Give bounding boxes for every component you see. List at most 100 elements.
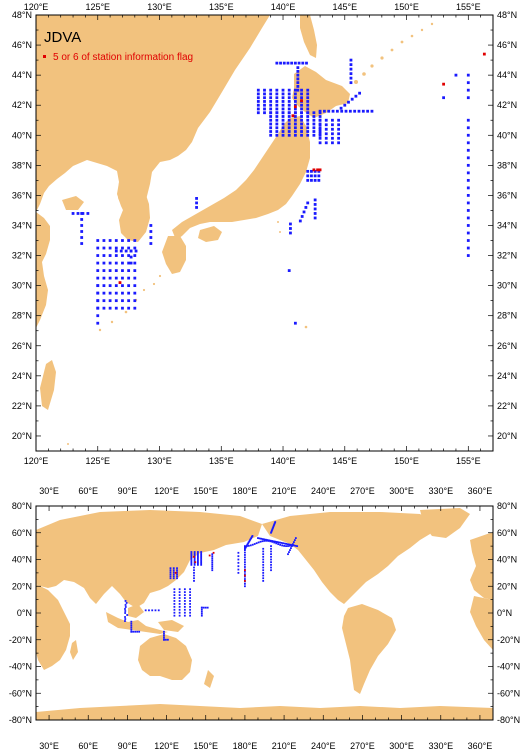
station-dot <box>467 74 470 77</box>
station-dot <box>337 141 340 144</box>
top-lon-label: 135°E <box>209 2 234 12</box>
station-dot <box>306 179 309 182</box>
station-dot <box>331 123 334 126</box>
station-dot <box>289 223 292 226</box>
station-dot <box>294 130 297 133</box>
global-station-dot <box>262 548 264 550</box>
global-station-dot <box>130 631 132 633</box>
station-dot <box>121 262 124 265</box>
station-dot <box>96 299 99 302</box>
station-dot <box>282 134 285 137</box>
global-station-dot <box>176 575 178 577</box>
station-dot <box>127 239 130 242</box>
global-station-dot <box>283 545 285 547</box>
global-station-dot <box>277 543 279 545</box>
global-station-dot <box>294 539 296 541</box>
station-dot <box>331 132 334 135</box>
global-station-dot <box>290 547 292 549</box>
station-dot <box>103 269 106 272</box>
station-dot <box>109 277 112 280</box>
global-station-dot <box>179 588 181 590</box>
global-station-dot <box>130 621 132 623</box>
global-station-dot <box>244 566 246 568</box>
station-dot <box>301 215 304 218</box>
station-dot <box>319 115 322 118</box>
top-lat-label: 36°N <box>497 190 517 200</box>
global-station-dot <box>167 639 169 641</box>
station-dot <box>96 269 99 272</box>
station-dot <box>109 247 112 250</box>
top-lat-label: 22°N <box>12 401 32 411</box>
global-station-dot <box>174 594 176 596</box>
global-station-dot <box>244 583 246 585</box>
station-dot <box>300 134 303 137</box>
station-dot <box>257 100 260 103</box>
bottom-lon-label: 210°E <box>272 486 297 496</box>
top-lat-label: 20°N <box>12 431 32 441</box>
top-lat-labels-left: 48°N46°N44°N42°N40°N38°N36°N34°N32°N30°N… <box>12 10 32 441</box>
map-title: JDVA <box>44 29 81 46</box>
station-dot <box>263 100 266 103</box>
station-dot <box>288 100 291 103</box>
station-dot <box>282 93 285 96</box>
flagged-station-dot <box>442 83 445 86</box>
station-dot <box>288 126 291 129</box>
global-station-dot <box>197 562 199 564</box>
global-station-dot <box>293 541 295 543</box>
bottom-lon-label: 60°E <box>78 741 98 751</box>
station-dot <box>149 230 152 233</box>
global-station-dot <box>292 543 294 545</box>
station-dot <box>294 62 297 65</box>
global-station-dot <box>211 555 213 557</box>
global-station-dot <box>125 600 127 602</box>
global-station-dot <box>176 567 178 569</box>
global-station-dot <box>190 562 192 564</box>
global-station-dot <box>284 543 286 545</box>
global-station-dot <box>295 537 297 539</box>
top-lat-label: 40°N <box>497 130 517 140</box>
station-dot <box>149 236 152 239</box>
global-station-dot <box>132 631 134 633</box>
station-dot <box>300 123 303 126</box>
bottom-lat-label: -40°N <box>497 662 520 672</box>
global-station-dot <box>125 604 127 606</box>
global-station-dot <box>244 559 246 561</box>
station-dot <box>300 111 303 114</box>
global-station-dot <box>211 567 213 569</box>
top-lat-label: 40°N <box>12 130 32 140</box>
top-lat-label: 44°N <box>12 70 32 80</box>
top-lon-labels-upper: 120°E 125°E 130°E 135°E 140°E 145°E 150°E 155°E <box>24 2 481 12</box>
station-dot <box>282 130 285 133</box>
global-station-dot <box>194 559 196 561</box>
global-station-dot <box>265 539 267 541</box>
station-dot <box>282 104 285 107</box>
global-station-dot <box>179 591 181 593</box>
station-dot <box>349 110 352 113</box>
station-dot <box>80 236 83 239</box>
global-station-dot <box>279 542 281 544</box>
global-station-dot <box>124 612 126 614</box>
top-lat-label: 46°N <box>12 40 32 50</box>
station-dot <box>467 254 470 257</box>
station-dot <box>310 179 313 182</box>
global-station-dot <box>244 549 246 551</box>
global-station-dot <box>252 535 254 537</box>
bottom-lat-label: 20°N <box>12 581 32 591</box>
global-station-dot <box>193 569 195 571</box>
global-station-dot <box>163 637 165 639</box>
station-dot <box>467 81 470 84</box>
global-station-dot <box>138 631 140 633</box>
global-station-dot <box>163 633 165 635</box>
station-dot <box>362 110 365 113</box>
global-station-dot <box>163 635 165 637</box>
station-dot <box>306 100 309 103</box>
global-station-dot <box>296 545 298 547</box>
global-station-dot <box>179 612 181 614</box>
global-station-dot <box>190 561 192 563</box>
station-dot <box>327 110 330 113</box>
bottom-lat-label: -60°N <box>9 688 32 698</box>
station-dot <box>294 89 297 92</box>
bottom-lat-label: 40°N <box>12 555 32 565</box>
station-dot <box>282 119 285 122</box>
bottom-lat-label: 20°N <box>497 581 517 591</box>
